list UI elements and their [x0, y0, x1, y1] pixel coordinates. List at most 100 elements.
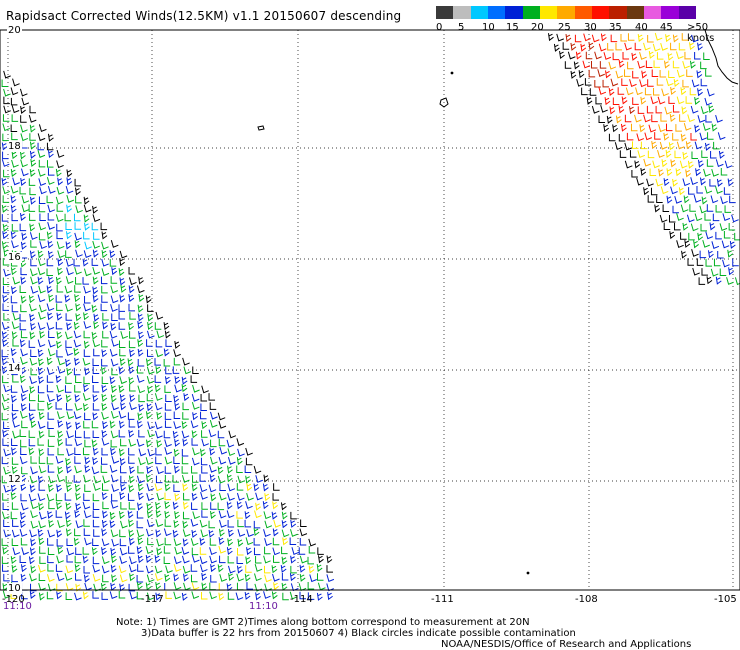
- wind-barb: [101, 411, 109, 420]
- wind-barb: [30, 240, 37, 248]
- wind-barb: [73, 475, 81, 483]
- wind-barb: [217, 466, 224, 475]
- wind-barb: [263, 474, 270, 483]
- wind-barb: [210, 456, 218, 465]
- wind-barb: [64, 385, 72, 393]
- wind-barb: [29, 168, 36, 177]
- wind-barb: [246, 582, 253, 590]
- wind-barb: [715, 186, 723, 194]
- wind-barb: [227, 448, 236, 456]
- wind-barb: [227, 538, 234, 547]
- wind-barb: [191, 591, 200, 600]
- wind-barb: [637, 60, 645, 69]
- wind-barb: [657, 150, 665, 158]
- wind-barb: [47, 447, 55, 456]
- wind-barb: [262, 501, 269, 510]
- wind-barb: [154, 358, 162, 366]
- wind-barb: [12, 177, 20, 186]
- wind-barb: [30, 466, 38, 475]
- wind-barb: [48, 276, 54, 285]
- wind-barb: [173, 411, 181, 420]
- wind-barb: [37, 294, 46, 303]
- wind-barb: [64, 285, 73, 294]
- wind-barb: [127, 412, 135, 420]
- wind-barb: [609, 106, 616, 115]
- wind-barb: [102, 510, 108, 519]
- wind-barb: [208, 393, 216, 401]
- wind-barb: [670, 159, 677, 168]
- wind-barb: [264, 583, 272, 592]
- wind-barb: [21, 466, 28, 475]
- wind-barb: [548, 33, 554, 42]
- wind-barb: [57, 357, 66, 366]
- wind-barb: [727, 249, 734, 258]
- wind-barb: [128, 484, 135, 493]
- wind-barb: [129, 465, 135, 474]
- wind-barb: [610, 78, 619, 87]
- wind-barb: [11, 213, 19, 222]
- wind-barb: [588, 69, 596, 78]
- wind-barb: [137, 502, 143, 511]
- wind-barb: [102, 421, 108, 430]
- wind-barb: [734, 277, 740, 286]
- wind-barb: [57, 258, 64, 267]
- legend-label: 15: [506, 22, 519, 33]
- wind-barb: [128, 475, 135, 484]
- wind-barb: [718, 150, 725, 159]
- wind-barb: [680, 133, 687, 142]
- wind-barb: [660, 114, 667, 122]
- wind-barb: [199, 474, 207, 482]
- wind-barb: [56, 150, 65, 158]
- wind-barb: [236, 492, 245, 501]
- wind-barb: [111, 574, 117, 583]
- wind-barb: [109, 259, 117, 267]
- wind-barb: [46, 268, 54, 277]
- wind-barb: [37, 349, 44, 358]
- wind-barb: [118, 312, 126, 320]
- wind-barb: [119, 574, 128, 583]
- wind-barb: [11, 105, 20, 114]
- wind-barb: [685, 169, 692, 178]
- wind-barb: [694, 213, 703, 222]
- wind-barb: [137, 537, 144, 546]
- wind-barb: [75, 249, 83, 258]
- wind-barb: [65, 276, 74, 285]
- wind-barb: [656, 78, 664, 86]
- wind-barb: [705, 115, 712, 123]
- wind-barb: [37, 402, 45, 411]
- wind-barb: [110, 240, 119, 248]
- wind-barb: [146, 592, 155, 601]
- wind-barb: [110, 447, 116, 456]
- wind-barb: [190, 564, 198, 572]
- wind-barb: [299, 591, 307, 600]
- wind-barb: [272, 501, 278, 510]
- wind-barb: [57, 447, 64, 456]
- legend-label: >50 knots: [687, 22, 715, 44]
- wind-barb: [145, 474, 152, 483]
- wind-barb: [163, 430, 171, 439]
- wind-barb: [173, 520, 180, 529]
- wind-barb: [674, 150, 681, 159]
- wind-barb: [20, 348, 28, 357]
- note-line-2: 3)Data buffer is 22 hrs from 20150607 4)…: [141, 628, 576, 639]
- legend-swatch: [557, 6, 576, 19]
- wind-barb: [700, 106, 709, 115]
- wind-barb: [631, 141, 639, 149]
- wind-barb: [173, 484, 180, 492]
- wind-barb: [679, 114, 686, 122]
- wind-barb: [73, 258, 81, 267]
- wind-barb: [55, 493, 63, 502]
- wind-barb: [210, 574, 217, 583]
- wind-barb: [10, 87, 19, 96]
- wind-barb: [147, 304, 154, 312]
- wind-barb: [227, 456, 236, 465]
- wind-barb: [253, 465, 262, 474]
- wind-barb: [164, 483, 171, 492]
- wind-barb: [155, 509, 162, 518]
- wind-barb: [83, 528, 91, 536]
- wind-barb: [190, 518, 199, 527]
- wind-barb: [289, 591, 298, 600]
- wind-barb: [11, 457, 19, 465]
- wind-barb: [154, 555, 161, 564]
- wind-barb: [164, 420, 172, 428]
